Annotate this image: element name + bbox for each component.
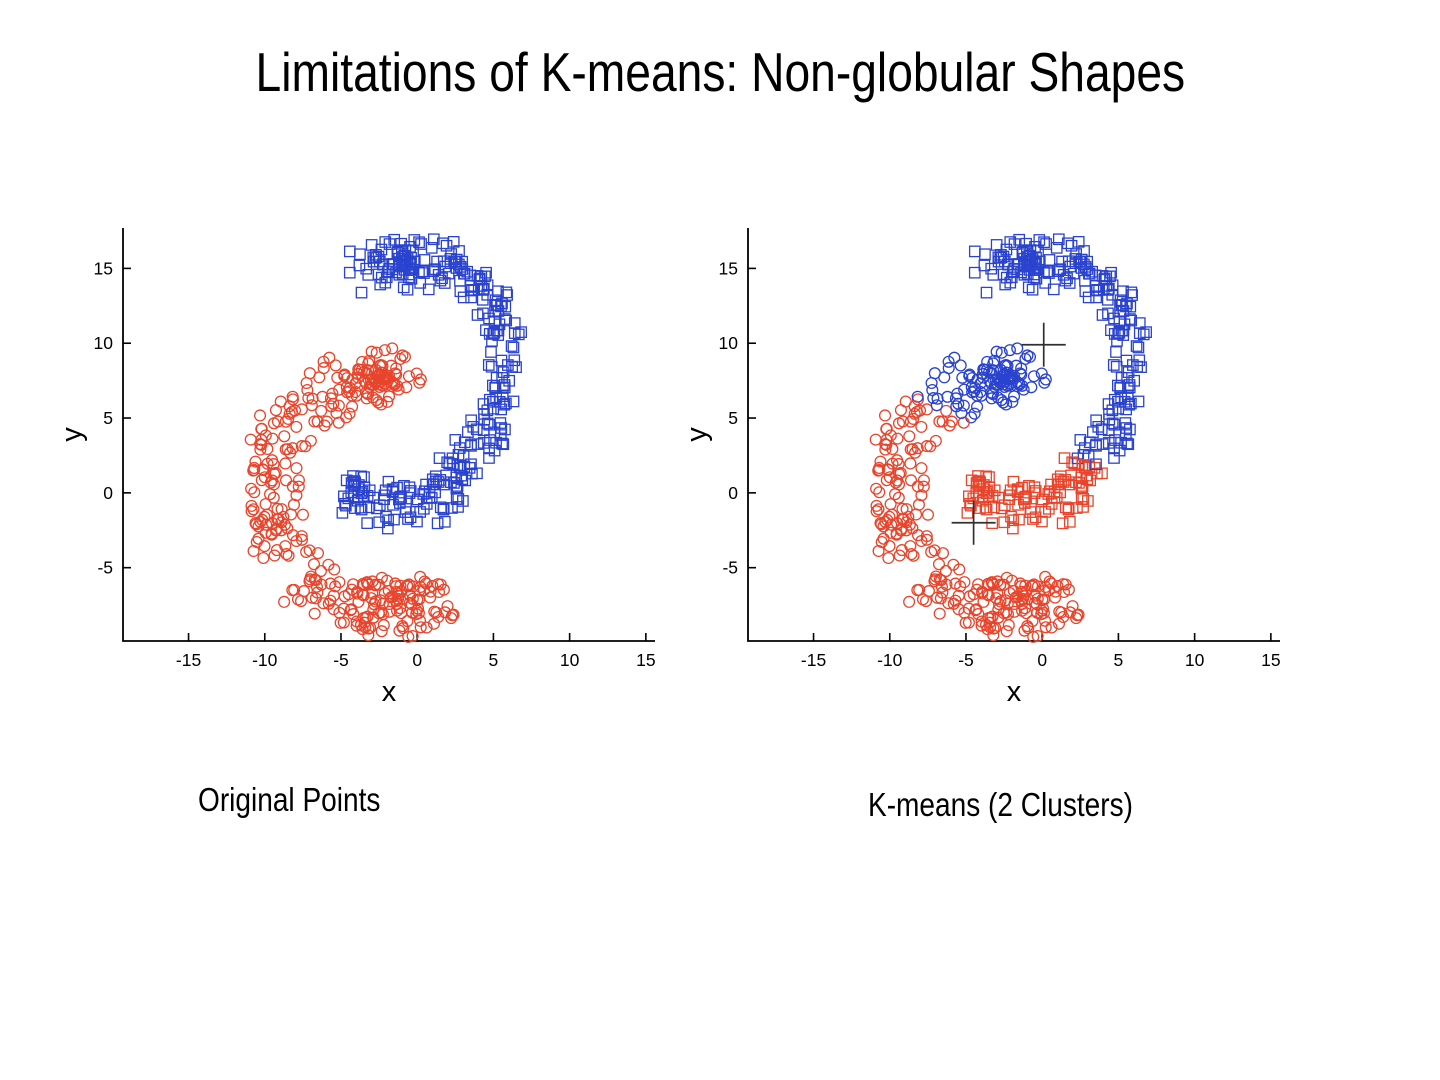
y-tick-label: 10 xyxy=(719,333,739,353)
x-tick-label: 10 xyxy=(1185,650,1205,670)
x-tick-label: 0 xyxy=(412,650,422,670)
x-tick-label: 0 xyxy=(1037,650,1047,670)
original-points-chart: -15 -10 -5 0 5 10 15 -5 0 5 10 15 x y xyxy=(56,228,656,708)
x-tick-label: -10 xyxy=(877,650,903,670)
x-tick-label: 15 xyxy=(1261,650,1280,670)
original-points-caption: Original Points xyxy=(198,781,413,819)
y-tick-label: 5 xyxy=(728,408,738,428)
kmeans-axes: -15 -10 -5 0 5 10 15 -5 0 5 10 15 x y xyxy=(681,228,1281,708)
x-tick-label: 5 xyxy=(1114,650,1124,670)
x-tick-label: -10 xyxy=(252,650,278,670)
original-points-caption-text: Original Points xyxy=(198,781,381,818)
y-tick-label: 0 xyxy=(728,483,738,503)
y-tick-label: 5 xyxy=(103,408,113,428)
y-tick-label: -5 xyxy=(97,558,113,578)
y-tick-label: 0 xyxy=(103,483,113,503)
x-tick-label: -15 xyxy=(176,650,201,670)
x-tick-label: -15 xyxy=(801,650,826,670)
original-points xyxy=(244,233,527,643)
x-tick-label: 15 xyxy=(636,650,655,670)
original-axes: -15 -10 -5 0 5 10 15 -5 0 5 10 15 x y xyxy=(56,228,656,708)
slide-title: Limitations of K-means: Non-globular Sha… xyxy=(0,40,1440,104)
y-axis-label: y xyxy=(681,427,713,442)
x-tick-label: 5 xyxy=(489,650,499,670)
slide-title-text: Limitations of K-means: Non-globular Sha… xyxy=(255,41,1185,103)
x-axis-label: x xyxy=(382,676,397,708)
x-tick-label: 10 xyxy=(560,650,580,670)
y-tick-label: 15 xyxy=(94,258,113,278)
kmeans-chart: -15 -10 -5 0 5 10 15 -5 0 5 10 15 x y xyxy=(681,228,1281,708)
x-axis-label: x xyxy=(1007,676,1022,708)
kmeans-caption: K-means (2 Clusters) xyxy=(868,786,1180,824)
x-tick-label: -5 xyxy=(333,650,349,670)
kmeans-caption-text: K-means (2 Clusters) xyxy=(868,786,1133,823)
kmeans-points xyxy=(869,233,1152,643)
y-tick-label: -5 xyxy=(722,558,738,578)
x-tick-label: -5 xyxy=(958,650,974,670)
y-axis-label: y xyxy=(56,427,88,442)
y-tick-label: 15 xyxy=(719,258,738,278)
kmeans-centroid-markers xyxy=(951,322,1066,545)
y-tick-label: 10 xyxy=(94,333,114,353)
